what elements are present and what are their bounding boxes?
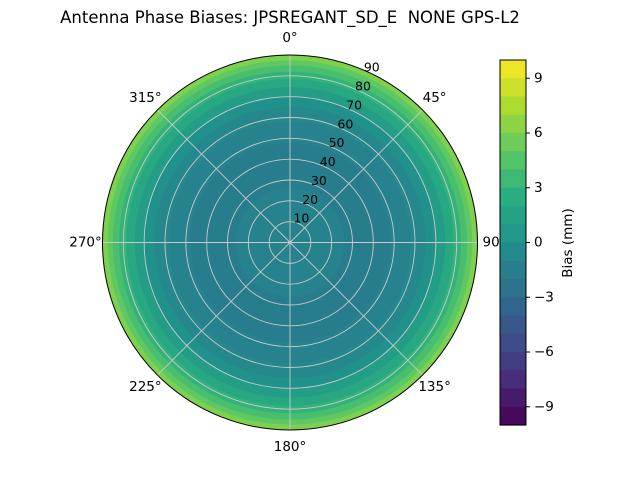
colorbar-segment	[500, 315, 526, 335]
colorbar-segment	[500, 169, 526, 189]
colorbar-tick-label: −9	[534, 399, 554, 415]
theta-label-315: 315°	[129, 90, 162, 106]
theta-label-45: 45°	[423, 90, 447, 106]
theta-label-270: 270°	[69, 235, 102, 251]
colorbar-tick-label: 3	[534, 180, 543, 196]
colorbar-segment	[500, 206, 526, 225]
polar-grid	[102, 54, 478, 431]
theta-gridline	[289, 242, 423, 376]
colorbar-segment	[500, 370, 526, 390]
colorbar-tick-label: 9	[534, 70, 543, 86]
radial-label-10: 10	[293, 211, 309, 226]
radial-label-50: 50	[329, 135, 345, 150]
radial-label-80: 80	[355, 79, 371, 94]
theta-label-180: 180°	[274, 439, 307, 455]
colorbar-segment	[500, 114, 526, 134]
colorbar-tick-label: −3	[534, 289, 554, 305]
colorbar-segment	[500, 151, 526, 171]
theta-label-135: 135°	[418, 379, 451, 395]
colorbar-segment	[500, 187, 526, 207]
radial-label-60: 60	[337, 116, 353, 131]
polar-outline	[102, 54, 478, 431]
colorbar-segment	[500, 352, 526, 371]
radial-label-20: 20	[302, 192, 318, 207]
theta-label-0: 0°	[282, 30, 297, 46]
colorbar-segment	[500, 96, 526, 116]
radial-label-40: 40	[320, 154, 336, 169]
colorbar-segment	[500, 242, 526, 262]
theta-tick-labels: 0°45°90°135°180°225°270°315°	[69, 30, 506, 455]
radial-label-30: 30	[311, 173, 327, 188]
colorbar-axis-label: Bias (mm)	[560, 208, 576, 277]
colorbar-segment	[500, 406, 526, 426]
radial-label-90: 90	[364, 60, 380, 75]
colorbar-segment	[500, 78, 526, 98]
colorbar-tick-label: 0	[534, 235, 543, 251]
colorbar-tick-label: 6	[534, 125, 543, 141]
colorbar-segment	[500, 133, 526, 152]
chart-title: Antenna Phase Biases: JPSREGANT_SD_E NON…	[60, 8, 520, 28]
colorbar: 9 6 3 0 −3 −6 −9	[499, 59, 554, 426]
colorbar-segment	[500, 297, 526, 317]
colorbar-tick-label: −6	[534, 344, 554, 360]
theta-label-225: 225°	[129, 379, 162, 395]
colorbar-segment	[500, 333, 526, 353]
radial-tick-labels: 10 20 30 40 50 60 70 80 90	[293, 60, 379, 226]
colorbar-segment	[500, 260, 526, 280]
theta-gridline	[289, 109, 423, 243]
radial-label-70: 70	[346, 97, 362, 112]
theta-gridline	[157, 109, 291, 243]
colorbar-segment	[500, 60, 526, 79]
colorbar-segment	[500, 224, 526, 244]
colorbar-segment	[500, 279, 526, 298]
colorbar-segment	[500, 388, 526, 408]
theta-gridline	[157, 242, 291, 376]
